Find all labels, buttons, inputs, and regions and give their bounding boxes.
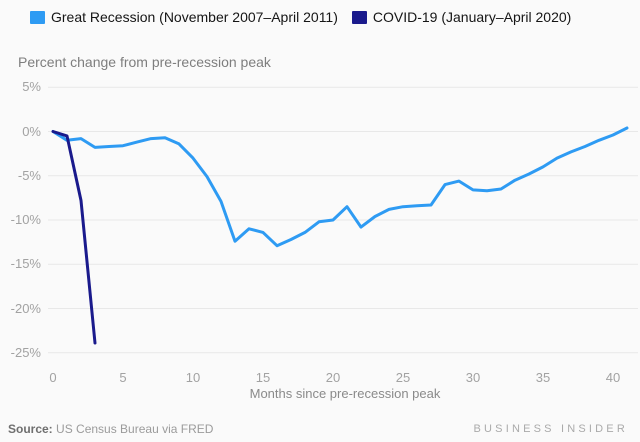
y-tick-label: -10% (10, 212, 41, 227)
source-note: Source: US Census Bureau via FRED (8, 422, 213, 436)
x-axis-title: Months since pre-recession peak (249, 386, 441, 401)
y-tick-label: -15% (10, 256, 41, 272)
great-recession-line (51, 126, 629, 248)
business-insider-wordmark: BUSINESS INSIDER (473, 423, 628, 435)
x-tick-label: 40 (605, 370, 621, 385)
x-tick-label: 15 (255, 370, 271, 385)
great-recession-legend-label: Great Recession (November 2007–April 201… (51, 9, 338, 25)
chart-title: Percent change from pre-recession peak (18, 54, 271, 70)
x-tick-label: 10 (185, 370, 201, 385)
x-tick-label: 30 (465, 370, 481, 385)
x-tick-label: 0 (49, 370, 57, 385)
source-prefix: Source: (8, 422, 53, 436)
x-tick-label: 35 (535, 370, 551, 385)
y-tick-label: 0% (22, 123, 41, 139)
covid-line (51, 130, 97, 345)
y-tick-label: -5% (17, 167, 41, 183)
great-recession-legend-swatch (30, 10, 45, 24)
y-tick-label: -20% (10, 300, 41, 316)
covid-legend-label: COVID-19 (January–April 2020) (372, 9, 572, 25)
y-tick-label: 5% (22, 79, 41, 95)
x-tick-label: 25 (395, 370, 411, 385)
y-tick-label: -25% (10, 344, 41, 360)
covid-legend-swatch (351, 10, 367, 24)
source-text: US Census Bureau via FRED (52, 422, 214, 436)
x-tick-label: 5 (119, 370, 127, 385)
legend-item-covid: COVID-19 (January–April 2020) (351, 9, 572, 25)
chart-legend: Great Recession (November 2007–April 201… (30, 9, 571, 25)
x-tick-label: 20 (325, 370, 341, 385)
legend-item-great-recession: Great Recession (November 2007–April 201… (30, 9, 338, 25)
